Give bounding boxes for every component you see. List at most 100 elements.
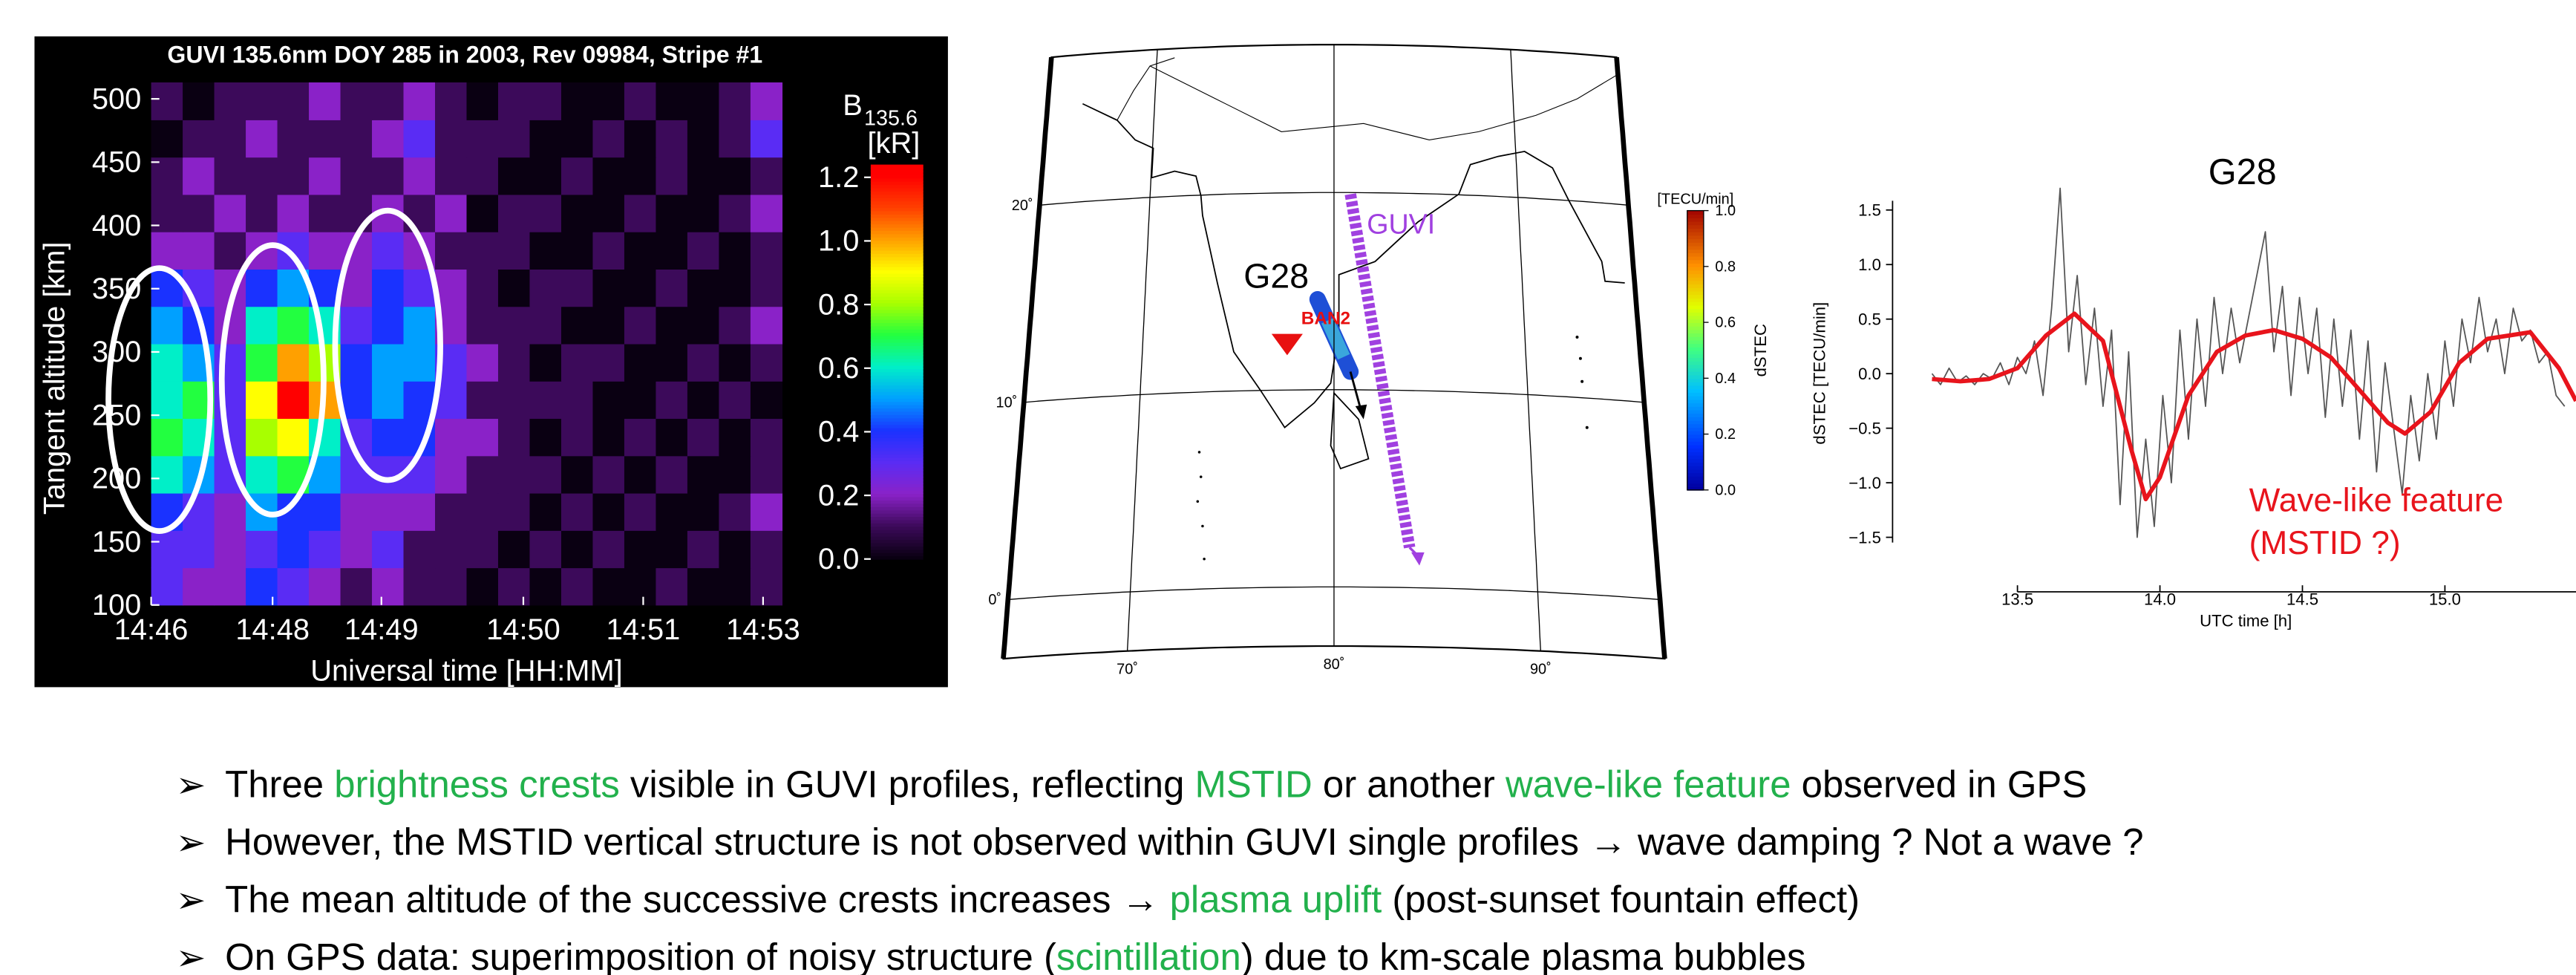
heat-cell	[529, 232, 561, 270]
heat-cell	[687, 344, 719, 382]
colorbar-label: dSTEC	[1751, 324, 1770, 376]
heat-cell	[151, 530, 183, 568]
heat-cell	[687, 530, 719, 568]
heat-cell	[278, 381, 310, 419]
heat-cell	[498, 381, 530, 419]
heat-cell	[751, 381, 782, 419]
slide: GUVI 135.6nm DOY 285 in 2003, Rev 09984,…	[0, 0, 2576, 975]
heat-cell	[246, 195, 278, 232]
heat-cell	[624, 232, 656, 270]
instrument-label: GUVI	[1367, 209, 1435, 240]
heat-cell	[719, 493, 751, 531]
heat-cell	[529, 567, 561, 605]
heat-cell	[341, 157, 373, 195]
heat-cell	[309, 82, 341, 120]
heat-cell	[687, 493, 719, 531]
x-tick-label: 14:49	[344, 613, 419, 646]
x-tick-label: 14.0	[2144, 590, 2176, 609]
bullet-segment: ) due to km-scale plasma bubbles	[1241, 936, 1806, 975]
heat-cell	[561, 307, 593, 345]
heat-cell	[404, 307, 436, 345]
heat-cell	[592, 82, 624, 120]
x-axis-label: UTC time [h]	[2200, 611, 2292, 630]
heat-cell	[466, 344, 498, 382]
heat-cell	[246, 344, 278, 382]
heat-cell	[341, 381, 373, 419]
heat-cell	[561, 530, 593, 568]
colorbar-tick-label: 0.8	[1715, 258, 1736, 275]
heat-cell	[656, 530, 687, 568]
colorbar-tick-label: 0.0	[1715, 482, 1736, 498]
heat-cell	[656, 567, 687, 605]
heat-cell	[341, 456, 373, 494]
colorbar-tick-label: 0.6	[1715, 315, 1736, 331]
heat-cell	[498, 530, 530, 568]
heat-cell	[624, 157, 656, 195]
heat-cell	[372, 82, 404, 120]
colorbar-step	[1687, 211, 1704, 215]
heat-cell	[498, 269, 530, 307]
heat-cell	[466, 530, 498, 568]
heat-cell	[656, 418, 687, 456]
heat-cell	[624, 307, 656, 345]
heat-cell	[592, 120, 624, 157]
bullet-segment: or another	[1312, 763, 1506, 806]
latitude-label: 0˚	[988, 592, 1001, 608]
heat-cell	[751, 418, 782, 456]
y-axis-label: Tangent altitude [km]	[38, 242, 71, 515]
heat-cell	[592, 567, 624, 605]
heat-cell	[466, 567, 498, 605]
heat-cell	[529, 82, 561, 120]
bullet-segment: visible in GUVI profiles, reflecting	[620, 763, 1195, 806]
heat-cell	[751, 232, 782, 270]
colorbar-tick-label: 0.4	[818, 416, 859, 449]
heat-cell	[151, 195, 183, 232]
colorbar-unit: [kR]	[867, 127, 920, 160]
bullet-segment: On GPS data: superimposition of noisy st…	[225, 936, 1056, 975]
heat-cell	[183, 157, 215, 195]
heat-cell	[151, 307, 183, 345]
heat-cell	[687, 195, 719, 232]
heat-cell	[529, 344, 561, 382]
heat-cell	[529, 269, 561, 307]
x-tick-label: 14:46	[114, 613, 189, 646]
longitude-label: 70˚	[1117, 662, 1138, 678]
heat-cell	[687, 418, 719, 456]
heat-cell	[309, 157, 341, 195]
bullet-marker: ➢	[176, 881, 206, 921]
heat-cell	[656, 232, 687, 270]
bullet-text: However, the MSTID vertical structure is…	[225, 821, 2143, 863]
heat-cell	[215, 120, 246, 157]
heat-cell	[466, 381, 498, 419]
heat-cell	[656, 195, 687, 232]
heat-cell	[466, 157, 498, 195]
heat-cell	[246, 157, 278, 195]
heat-cell	[435, 157, 467, 195]
heat-cell	[435, 418, 467, 456]
y-tick-label: 150	[92, 526, 141, 558]
heat-cell	[404, 493, 436, 531]
heat-cell	[719, 120, 751, 157]
heat-cell	[592, 269, 624, 307]
heat-cell	[592, 456, 624, 494]
x-tick-label: 14:48	[235, 613, 310, 646]
heat-cell	[719, 381, 751, 419]
heat-cell	[372, 381, 404, 419]
bullet-text: On GPS data: superimposition of noisy st…	[225, 936, 1805, 975]
heat-cell	[246, 269, 278, 307]
heat-cell	[592, 232, 624, 270]
heat-cell	[151, 381, 183, 419]
heat-cell	[466, 493, 498, 531]
heat-cell	[687, 232, 719, 270]
heat-cell	[656, 157, 687, 195]
heat-cell	[719, 157, 751, 195]
heat-cell	[751, 120, 782, 157]
heat-cell	[246, 307, 278, 345]
heat-cell	[687, 381, 719, 419]
colorbar-tick-label: 0.4	[1715, 371, 1736, 387]
heat-cell	[529, 195, 561, 232]
heat-cell	[341, 567, 373, 605]
heat-cell	[592, 195, 624, 232]
heat-cell	[341, 344, 373, 382]
bullet-marker: ➢	[176, 823, 206, 863]
